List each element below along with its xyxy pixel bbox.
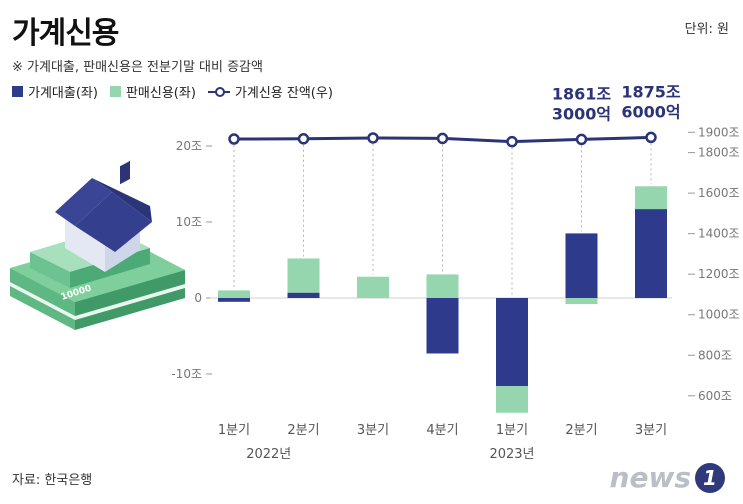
balance-annotation: 1861조 [552,84,612,103]
balance-point [228,133,240,145]
balance-point [645,131,657,144]
balance-point [297,133,310,145]
legend-item-balance: 가계신용 잔액(우) [207,82,333,101]
bar-loan [565,233,598,298]
legend-item-loan: 가계대출(좌) [12,82,98,101]
y2-tick-label: 1000조 [698,308,740,322]
y2-tick-label: 600조 [698,389,732,403]
y-tick-label: 0 [194,291,202,305]
bar-sales [496,386,528,413]
x-tick-label: 1분기 [496,423,528,438]
legend-label-balance: 가계신용 잔액(우) [234,86,333,101]
house-icon [55,160,152,272]
bar-sales [218,290,250,298]
x-tick-label: 3분기 [357,423,389,438]
balance-point [506,135,518,148]
legend-label-loan: 가계대출(좌) [28,86,98,101]
balance-annotation: 6000억 [621,102,680,121]
x-tick-label: 2분기 [565,423,597,438]
bar-sales [287,258,320,293]
x-tick-label: 2분기 [287,423,319,438]
chart-note: ※ 가계대출, 판매신용은 전분기말 대비 증감액 [12,60,263,75]
logo-text: news [609,461,691,494]
balance-point [575,133,588,146]
bar-loan [218,298,250,302]
balance-annotation: 3000억 [552,104,611,123]
y2-tick-label: 1800조 [698,146,740,160]
balance-point [436,132,449,145]
bar-sales [635,186,667,210]
y2-tick-label: 1600조 [698,186,740,200]
legend-item-sales: 판매신용(좌) [109,82,196,101]
y-tick-label: -10조 [171,367,202,381]
legend-label-sales: 판매신용(좌) [125,86,196,101]
y2-tick-label: 800조 [698,348,732,362]
chart-legend: 가계대출(좌) 판매신용(좌) 가계신용 잔액(우) [12,82,333,101]
bar-sales [426,274,459,298]
y2-tick-label: 1900조 [698,125,740,139]
x-tick-label: 1분기 [218,423,250,438]
y2-tick-label: 1400조 [698,227,740,241]
bar-loan [287,292,320,298]
bar-loan [635,209,667,298]
y-tick-label: 20조 [176,139,202,153]
source-label: 자료: 한국은행 [12,473,93,488]
bar-sales [357,276,389,298]
page-title: 가계신용 [12,16,119,51]
x-year-label: 2023년 [489,447,534,462]
bar-loan [426,298,459,354]
legend-swatch-loan [12,86,23,97]
news1-logo: news 1 [610,461,725,494]
legend-swatch-balance [207,86,230,97]
bar-sales [565,298,598,305]
bar-loan [496,298,528,387]
house-money-illustration: 10000 [10,160,185,330]
balance-point [367,132,379,144]
banknote-stack-icon: 10000 [10,228,185,330]
balance-annotation: 1875조 [621,82,681,101]
x-tick-label: 3분기 [635,423,667,438]
unit-label: 단위: 원 [684,22,729,37]
x-year-label: 2022년 [246,447,291,462]
legend-swatch-sales [109,86,121,97]
y2-tick-label: 1200조 [698,267,740,281]
logo-badge: 1 [695,462,725,493]
x-tick-label: 4분기 [426,423,458,438]
y-tick-label: 10조 [176,215,202,229]
